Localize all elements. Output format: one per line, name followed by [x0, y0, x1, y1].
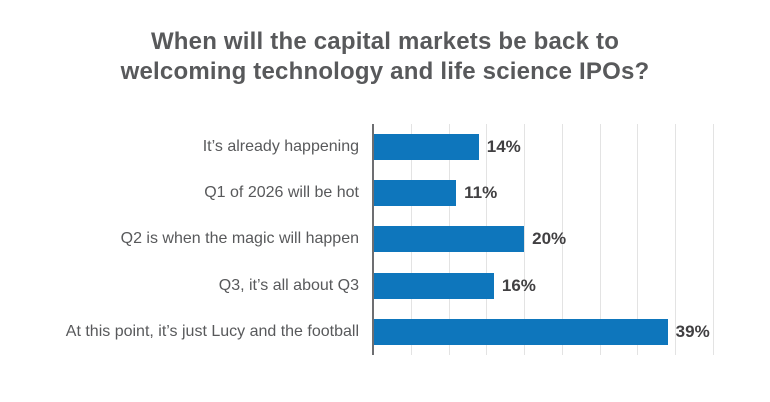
bar [373, 272, 494, 299]
bar-row: Q3, it’s all about Q3 16% [0, 263, 770, 309]
bar-row: Q2 is when the magic will happen 20% [0, 216, 770, 262]
gridline-35pct [637, 124, 639, 355]
bar [373, 134, 479, 161]
plot-area: It’s already happening 14% Q1 of 2026 will… [0, 124, 770, 355]
value-label: 14% [486, 137, 521, 157]
gridline-40pct [675, 124, 677, 355]
category-label: Q1 of 2026 will be hot [204, 184, 359, 202]
gridline-45pct [713, 124, 714, 355]
bar [373, 180, 457, 207]
bar-row: Q1 of 2026 will be hot 11% [0, 170, 770, 216]
chart-title: When will the capital markets be back to… [0, 27, 770, 87]
bar-row: At this point, it’s just Lucy and the fo… [0, 309, 770, 355]
category-label: Q2 is when the magic will happen [120, 230, 359, 248]
bar-row: It’s already happening 14% [0, 124, 770, 170]
chart-title-line-1: When will the capital markets be back to [150, 28, 620, 55]
y-axis-line [372, 124, 374, 355]
category-label: At this point, it’s just Lucy and the fo… [65, 322, 359, 340]
gridline-30pct [599, 124, 601, 355]
chart-title-line-2: welcoming technology and life science IP… [120, 58, 650, 85]
value-label: 16% [501, 275, 536, 295]
value-label: 20% [532, 229, 567, 249]
gridline-20pct [524, 124, 526, 355]
value-label: 11% [464, 183, 498, 203]
gridline-25pct [561, 124, 563, 355]
value-label: 39% [675, 321, 710, 341]
bar [373, 318, 668, 345]
bar [373, 226, 525, 253]
category-label: Q3, it’s all about Q3 [218, 276, 359, 294]
category-label: It’s already happening [202, 138, 359, 156]
